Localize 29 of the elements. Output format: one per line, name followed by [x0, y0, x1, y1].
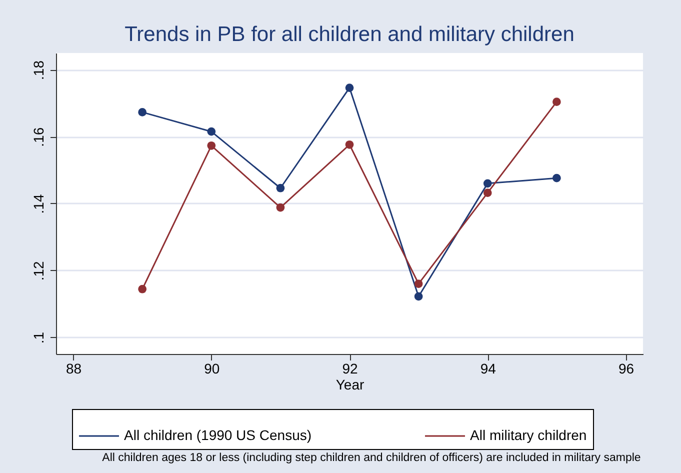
x-tick-label: 92: [342, 360, 358, 376]
point: [483, 188, 492, 197]
chart-title: Trends in PB for all children and military children: [124, 23, 574, 46]
y-tick-label: .14: [30, 194, 46, 214]
point: [276, 203, 285, 212]
legend-label: All military children: [470, 427, 587, 443]
x-tick-label: 90: [204, 360, 220, 376]
point: [414, 292, 423, 301]
legend-label: All children (1990 US Census): [124, 427, 312, 443]
y-tick-label: .18: [30, 60, 46, 80]
point: [207, 127, 216, 136]
point: [483, 179, 492, 188]
text: All children ages 18 or less (including step children and children of officers) are included in military sample: [102, 452, 641, 464]
point: [552, 174, 561, 182]
y-tick-label: .16: [30, 127, 46, 147]
point: [138, 108, 147, 116]
point: [345, 84, 354, 92]
point: [207, 141, 216, 150]
point: [345, 140, 354, 149]
y-tick-label: .1: [30, 332, 46, 344]
x-tick-label: 88: [66, 360, 82, 376]
point: [552, 98, 561, 106]
point: [414, 280, 423, 288]
x-axis-title: Year: [336, 376, 364, 392]
point: [138, 284, 147, 294]
x-tick-label: 96: [618, 360, 634, 376]
point: [276, 184, 285, 192]
y-tick-label: .12: [30, 260, 46, 281]
x-tick-label: 94: [480, 360, 496, 376]
